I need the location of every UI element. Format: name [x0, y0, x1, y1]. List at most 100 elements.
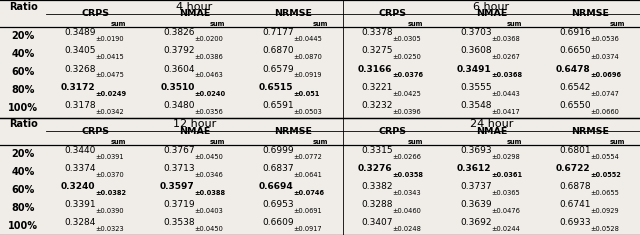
Text: ±0.0554: ±0.0554 [591, 154, 620, 160]
Text: ±0.0361: ±0.0361 [492, 172, 523, 178]
Text: 0.6609: 0.6609 [262, 218, 294, 227]
Text: ±0.0415: ±0.0415 [95, 55, 124, 60]
Text: 0.3491: 0.3491 [457, 65, 492, 74]
Text: 0.3597: 0.3597 [160, 182, 195, 191]
Text: ±0.0368: ±0.0368 [492, 36, 520, 42]
Text: ±0.0503: ±0.0503 [294, 109, 323, 115]
Text: 0.3276: 0.3276 [358, 164, 392, 173]
Text: NRMSE: NRMSE [572, 9, 609, 18]
Text: 60%: 60% [12, 185, 35, 195]
Text: ±0.0244: ±0.0244 [492, 226, 520, 232]
Text: ±0.0343: ±0.0343 [392, 190, 421, 196]
Text: 0.6722: 0.6722 [556, 164, 591, 173]
Text: ±0.0388: ±0.0388 [195, 190, 226, 196]
Text: sum: sum [408, 139, 424, 145]
Text: ±0.0696: ±0.0696 [591, 73, 621, 78]
Text: 0.3178: 0.3178 [64, 101, 95, 110]
Text: 0.3612: 0.3612 [457, 164, 492, 173]
Text: 24 hour: 24 hour [470, 119, 513, 129]
Text: sum: sum [111, 21, 127, 27]
Text: ±0.0552: ±0.0552 [591, 172, 621, 178]
Text: 0.3692: 0.3692 [460, 218, 492, 227]
Text: ±0.0475: ±0.0475 [95, 73, 124, 78]
Text: 0.3407: 0.3407 [361, 218, 392, 227]
Text: ±0.0374: ±0.0374 [591, 55, 620, 60]
Text: sum: sum [111, 139, 127, 145]
Text: 20%: 20% [12, 31, 35, 41]
Text: 0.3172: 0.3172 [61, 83, 95, 92]
Text: CRPS: CRPS [81, 127, 109, 136]
Text: 0.3268: 0.3268 [64, 65, 95, 74]
Text: sum: sum [210, 21, 225, 27]
Text: ±0.0443: ±0.0443 [492, 91, 520, 97]
Text: 0.3480: 0.3480 [163, 101, 195, 110]
Text: ±0.0929: ±0.0929 [591, 208, 619, 214]
Text: 0.3391: 0.3391 [64, 200, 95, 209]
Text: ±0.0356: ±0.0356 [195, 109, 223, 115]
Text: 0.3639: 0.3639 [460, 200, 492, 209]
Text: ±0.0342: ±0.0342 [95, 109, 124, 115]
Text: 0.3767: 0.3767 [163, 146, 195, 155]
Text: NMAE: NMAE [476, 9, 508, 18]
Text: 40%: 40% [12, 49, 35, 59]
Text: sum: sum [313, 139, 328, 145]
Text: 0.6591: 0.6591 [262, 101, 294, 110]
Text: 0.6741: 0.6741 [559, 200, 591, 209]
Text: NMAE: NMAE [179, 9, 211, 18]
Text: ±0.0370: ±0.0370 [95, 172, 124, 178]
Text: sum: sum [210, 139, 225, 145]
Text: 0.3240: 0.3240 [61, 182, 95, 191]
Text: ±0.0267: ±0.0267 [492, 55, 520, 60]
Text: 0.3737: 0.3737 [460, 182, 492, 191]
Text: 0.3288: 0.3288 [361, 200, 392, 209]
Text: NRMSE: NRMSE [572, 127, 609, 136]
Text: ±0.0476: ±0.0476 [492, 208, 520, 214]
Text: ±0.0376: ±0.0376 [392, 73, 424, 78]
Text: CRPS: CRPS [378, 9, 406, 18]
Text: 0.6579: 0.6579 [262, 65, 294, 74]
Text: ±0.0240: ±0.0240 [195, 91, 226, 97]
Text: 0.3792: 0.3792 [163, 47, 195, 55]
Text: 0.6478: 0.6478 [556, 65, 591, 74]
Text: 0.6870: 0.6870 [262, 47, 294, 55]
Text: ±0.0772: ±0.0772 [294, 154, 323, 160]
Text: 0.3405: 0.3405 [64, 47, 95, 55]
Text: 0.6933: 0.6933 [559, 218, 591, 227]
Text: sum: sum [313, 21, 328, 27]
Text: ±0.0450: ±0.0450 [195, 226, 223, 232]
Text: sum: sum [610, 139, 625, 145]
Text: 0.6878: 0.6878 [559, 182, 591, 191]
Text: ±0.0358: ±0.0358 [392, 172, 424, 178]
Text: 80%: 80% [12, 203, 35, 213]
Text: ±0.0919: ±0.0919 [294, 73, 322, 78]
Text: ±0.0403: ±0.0403 [195, 208, 223, 214]
Text: ±0.0250: ±0.0250 [392, 55, 421, 60]
Text: 0.3232: 0.3232 [361, 101, 392, 110]
Text: 0.6515: 0.6515 [259, 83, 294, 92]
Text: ±0.0460: ±0.0460 [392, 208, 421, 214]
Text: 0.3221: 0.3221 [361, 83, 392, 92]
Text: 0.3166: 0.3166 [358, 65, 392, 74]
Text: ±0.0746: ±0.0746 [294, 190, 324, 196]
Text: 0.3374: 0.3374 [64, 164, 95, 173]
Text: 0.3538: 0.3538 [163, 218, 195, 227]
Text: 6 hour: 6 hour [474, 2, 509, 12]
Text: 60%: 60% [12, 67, 35, 77]
Text: Ratio: Ratio [9, 2, 37, 12]
Text: 0.3555: 0.3555 [460, 83, 492, 92]
Text: 12 hour: 12 hour [173, 119, 216, 129]
Text: sum: sum [408, 21, 424, 27]
Text: ±0.0365: ±0.0365 [492, 190, 520, 196]
Text: 0.6953: 0.6953 [262, 200, 294, 209]
Text: NMAE: NMAE [179, 127, 211, 136]
Text: ±0.0445: ±0.0445 [294, 36, 323, 42]
Text: ±0.0390: ±0.0390 [95, 208, 124, 214]
Text: 4 hour: 4 hour [177, 2, 212, 12]
Text: 0.3604: 0.3604 [163, 65, 195, 74]
Text: ±0.0660: ±0.0660 [591, 109, 620, 115]
Text: ±0.0248: ±0.0248 [392, 226, 421, 232]
Text: 0.6837: 0.6837 [262, 164, 294, 173]
Text: ±0.0396: ±0.0396 [392, 109, 421, 115]
Text: ±0.051: ±0.051 [294, 91, 320, 97]
Text: 40%: 40% [12, 167, 35, 177]
